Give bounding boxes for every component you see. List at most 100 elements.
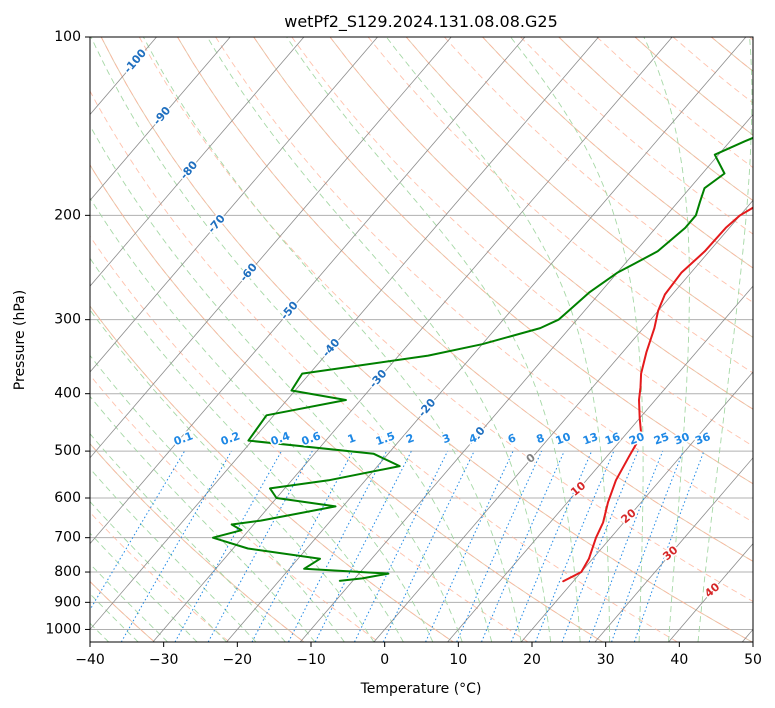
y-tick-label: 700 (54, 530, 81, 546)
y-tick-label: 500 (54, 443, 81, 459)
moist-adiabat-line (90, 197, 434, 642)
isotherm-line (447, 285, 753, 642)
theta-line (634, 37, 753, 136)
moist-adiabat-line (90, 500, 227, 642)
moist-adiabat-line (90, 433, 286, 642)
moist-adiabat-line (206, 37, 552, 642)
temperature-point (739, 214, 741, 216)
x-tick-label: −30 (149, 652, 179, 668)
dry-adiabat-line (367, 37, 753, 374)
temperature-point (580, 571, 582, 573)
mixing-ratio-line (251, 450, 354, 642)
moist-adiabat-line (90, 467, 257, 642)
temperature-point (639, 417, 641, 419)
y-axis: 100 200 300 400 500 600 700 800 900 1000 (45, 29, 90, 637)
dewpoint-point (361, 577, 363, 580)
isotherm-line (90, 37, 378, 373)
y-tick-label: 900 (54, 594, 81, 610)
isotherm-line (668, 543, 753, 642)
mixing-ratio-lines (90, 450, 705, 642)
mixing-ratio-line (535, 450, 615, 642)
isotherm-line (90, 37, 305, 287)
dry-adiabat-line (90, 443, 305, 642)
dewpoint-point (557, 319, 560, 321)
dry-adiabat-line (215, 37, 753, 523)
temperature-point (704, 250, 706, 252)
dewpoint-point (703, 187, 706, 189)
dewpoint-point (260, 520, 262, 522)
dry-adiabat-line (520, 37, 753, 235)
dry-adiabat-line (482, 37, 753, 269)
background-line-labels: -100-90-80-70-60-50-40-30-20-100.1 0.2 0.4… (120, 45, 724, 602)
temperature-point (615, 479, 617, 481)
dry-adiabat-line (634, 37, 753, 136)
dewpoint-point (265, 414, 268, 416)
plot-area: -100-90-80-70-60-50-40-30-20-100.1 0.2 0.4… (0, 37, 763, 642)
mixing-ratio-label: 36 (693, 430, 712, 448)
moist-adiabats (90, 37, 753, 642)
dewpoint-point (372, 453, 375, 455)
temperature-point (639, 386, 642, 388)
temperature-profile-line (562, 206, 753, 583)
x-tick-label: 40 (670, 652, 688, 668)
moist-adiabat-line (90, 124, 463, 642)
x-tick-label: −20 (223, 652, 253, 668)
dewpoint-point (328, 479, 330, 481)
moist-adiabat-line (90, 532, 198, 642)
mixing-ratio-line (611, 450, 684, 642)
profile-series (212, 136, 763, 583)
dewpoint-point (345, 399, 347, 401)
moist-adiabat-line (286, 37, 581, 642)
dry-adiabat-line (90, 164, 603, 642)
dewpoint-point (616, 272, 618, 274)
y-tick-label: 600 (54, 490, 81, 506)
dewpoint-point (231, 523, 233, 526)
mixing-ratio-line (456, 450, 543, 642)
temperature-point (645, 351, 648, 353)
mixing-ratio-label: 10 (554, 430, 573, 448)
dewpoint-point (695, 214, 697, 216)
mixing-ratio-line (510, 450, 593, 642)
plot-frame (89, 36, 754, 643)
mixing-ratio-line (207, 450, 313, 642)
mixing-ratio-label: 0.2 (219, 429, 242, 448)
dewpoint-point (334, 505, 337, 507)
dry-adiabat-line (90, 90, 678, 642)
isotherm-line (152, 37, 673, 642)
temperature-point (595, 537, 597, 539)
moist-adiabat-line (386, 37, 611, 642)
dry-adiabat-line (177, 37, 753, 562)
mixing-ratio-line (588, 450, 664, 642)
mixing-ratio-label: 1.5 (374, 429, 397, 448)
dry-adiabat-line (90, 235, 529, 642)
moist-adiabat-line (90, 257, 404, 642)
dewpoint-point (301, 373, 303, 375)
temperature-point (762, 202, 763, 203)
isotherm-line (90, 37, 452, 459)
dewpoint-point (247, 547, 249, 550)
isotherm-line (90, 37, 526, 545)
temperature-point (653, 327, 656, 329)
x-axis-label: Temperature (°C) (360, 681, 482, 697)
temperature-point (562, 580, 564, 583)
dry-adiabat-line (329, 37, 753, 410)
mixing-ratio-line (120, 450, 232, 642)
mixing-ratio-label: 8 (535, 431, 547, 446)
dewpoint-point (387, 573, 389, 575)
dewpoint-point (290, 389, 293, 392)
dry-adiabat-line (405, 37, 753, 338)
isotherm-line (0, 37, 9, 642)
y-tick-label: 400 (54, 386, 81, 402)
x-tick-label: 30 (597, 652, 615, 668)
temperature-point (588, 558, 590, 560)
dry-adiabat-line (90, 511, 230, 642)
grid-lines (90, 37, 753, 630)
mixing-ratio-line (481, 450, 565, 642)
isotherm-line (373, 199, 753, 642)
x-tick-label: 50 (744, 652, 762, 668)
dewpoint-point (572, 305, 575, 308)
dewpoint-point (588, 292, 590, 294)
dewpoint-point (240, 529, 243, 531)
mixing-ratio-label: 13 (581, 430, 600, 447)
isotherm-line (226, 37, 747, 642)
